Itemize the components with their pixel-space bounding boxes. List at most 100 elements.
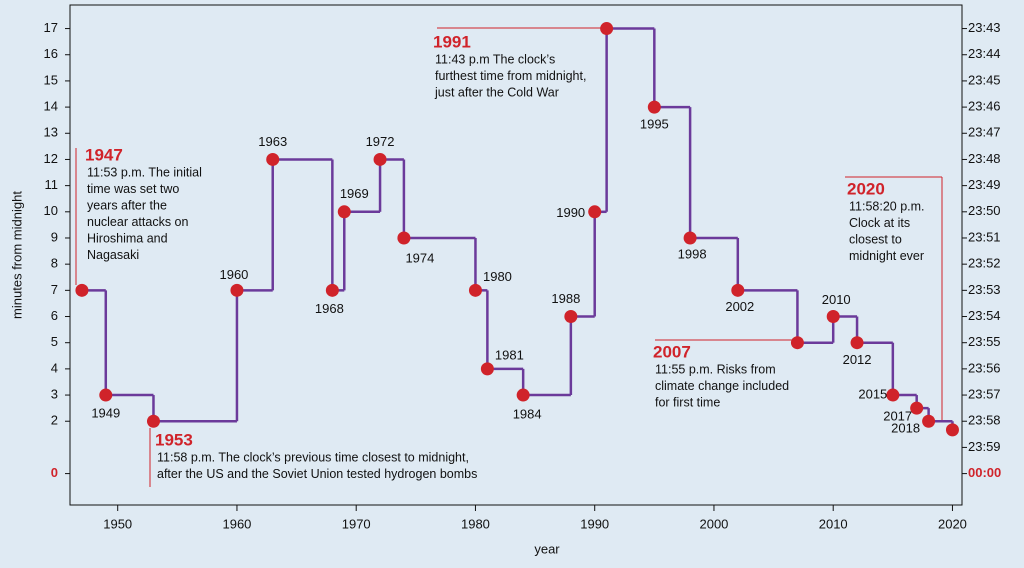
y2-tick-label: 23:56 bbox=[968, 360, 1001, 375]
y2-tick-label: 23:59 bbox=[968, 439, 1001, 454]
annotation-text: 11:58:20 p.m. bbox=[849, 199, 925, 213]
point-year-label: 1968 bbox=[315, 301, 344, 316]
y-tick-label: 8 bbox=[51, 256, 58, 271]
point-year-label: 1963 bbox=[258, 134, 287, 149]
annotation-text: after the US and the Soviet Union tested… bbox=[157, 467, 477, 481]
x-tick-label: 2010 bbox=[819, 516, 848, 531]
y-tick-label: 6 bbox=[51, 308, 58, 323]
point-year-label: 1974 bbox=[405, 250, 434, 265]
y-tick-label: 7 bbox=[51, 282, 58, 297]
point bbox=[564, 310, 578, 324]
point bbox=[516, 388, 530, 402]
plot-frame bbox=[69, 4, 963, 506]
point bbox=[397, 231, 411, 245]
annotation-text: 11:58 p.m. The clock’s previous time clo… bbox=[157, 450, 469, 464]
point-year-label: 1998 bbox=[678, 246, 707, 261]
point bbox=[922, 414, 936, 428]
point bbox=[850, 336, 864, 350]
y2-tick-label: 23:57 bbox=[968, 386, 1001, 401]
y2-tick-label: 23:50 bbox=[968, 203, 1001, 218]
point-year-label: 1949 bbox=[91, 405, 120, 420]
y2-tick-label: 23:45 bbox=[968, 72, 1001, 87]
y2-tick-label: 23:55 bbox=[968, 334, 1001, 349]
x-tick-label: 1950 bbox=[103, 516, 132, 531]
y2-tick-label: 23:54 bbox=[968, 308, 1001, 323]
annotation-text: 11:43 p.m The clock’s bbox=[435, 52, 555, 66]
point bbox=[647, 100, 661, 114]
annotation-title: 1953 bbox=[155, 430, 193, 449]
y-tick-label: 5 bbox=[51, 334, 58, 349]
y-tick-label: 0 bbox=[51, 465, 58, 480]
y-tick-label: 14 bbox=[44, 99, 58, 114]
point-year-label: 2012 bbox=[843, 352, 872, 367]
point bbox=[588, 205, 602, 219]
point bbox=[230, 283, 244, 297]
point bbox=[945, 423, 959, 437]
y2-tick-label: 23:47 bbox=[968, 125, 1001, 140]
point-year-label: 1981 bbox=[495, 347, 524, 362]
annotation-text: 11:53 p.m. The initial bbox=[87, 165, 202, 179]
point bbox=[337, 205, 351, 219]
point-year-label: 1984 bbox=[513, 406, 542, 421]
point-year-label: 1969 bbox=[340, 186, 369, 201]
y-tick-label: 3 bbox=[51, 386, 58, 401]
annotation-text: just after the Cold War bbox=[434, 85, 559, 99]
annotation-text: 11:55 p.m. Risks from bbox=[655, 362, 776, 376]
point-year-label: 2015 bbox=[858, 386, 887, 401]
point bbox=[75, 283, 89, 297]
annotation-text: years after the bbox=[87, 198, 167, 212]
point-year-label: 1995 bbox=[640, 117, 669, 132]
x-tick-label: 1960 bbox=[222, 516, 251, 531]
y2-tick-label: 23:46 bbox=[968, 99, 1001, 114]
point bbox=[731, 283, 745, 297]
annotation-text: Hiroshima and bbox=[87, 231, 168, 245]
point bbox=[146, 414, 160, 428]
point bbox=[468, 283, 482, 297]
point bbox=[266, 152, 280, 166]
y2-tick-label: 23:49 bbox=[968, 177, 1001, 192]
point-year-label: 2010 bbox=[822, 292, 851, 307]
point bbox=[886, 388, 900, 402]
y-tick-label: 2 bbox=[51, 413, 58, 428]
y-tick-label: 9 bbox=[51, 229, 58, 244]
y-tick-label: 13 bbox=[44, 125, 58, 140]
x-tick-label: 2000 bbox=[699, 516, 728, 531]
point bbox=[373, 152, 387, 166]
point bbox=[480, 362, 494, 376]
x-tick-label: 2020 bbox=[938, 516, 967, 531]
point-year-label: 1988 bbox=[551, 291, 580, 306]
y2-tick-label: 00:00 bbox=[968, 465, 1001, 480]
y-tick-label: 15 bbox=[44, 72, 58, 87]
point-year-label: 2002 bbox=[725, 299, 754, 314]
point bbox=[99, 388, 113, 402]
y2-tick-label: 23:51 bbox=[968, 229, 1001, 244]
annotation-text: climate change included bbox=[655, 379, 789, 393]
y-tick-label: 17 bbox=[44, 20, 58, 35]
annotation-text: time was set two bbox=[87, 182, 179, 196]
annotation-text: closest to bbox=[849, 232, 902, 246]
annotation-text: midnight ever bbox=[849, 249, 924, 263]
x-axis-label: year bbox=[534, 541, 560, 556]
annotation-text: Clock at its bbox=[849, 216, 910, 230]
point-year-label: 2017 bbox=[883, 409, 912, 424]
annotation-title: 2007 bbox=[653, 342, 691, 361]
point-year-label: 1972 bbox=[366, 134, 395, 149]
y2-tick-label: 23:43 bbox=[968, 20, 1001, 35]
point bbox=[325, 283, 339, 297]
y-tick-label: 16 bbox=[44, 46, 58, 61]
annotation-title: 1991 bbox=[433, 32, 471, 51]
annotation-text: for first time bbox=[655, 395, 720, 409]
y-tick-label: 11 bbox=[45, 177, 59, 192]
point bbox=[910, 401, 924, 415]
y-tick-label: 12 bbox=[44, 151, 58, 166]
point bbox=[600, 22, 614, 36]
x-tick-label: 1980 bbox=[461, 516, 490, 531]
point bbox=[826, 310, 840, 324]
point-year-label: 1990 bbox=[556, 205, 585, 220]
point-year-label: 1980 bbox=[483, 269, 512, 284]
point-year-label: 2018 bbox=[891, 421, 920, 436]
point-year-label: 1960 bbox=[219, 267, 248, 282]
y2-tick-label: 23:48 bbox=[968, 151, 1001, 166]
y2-tick-label: 23:53 bbox=[968, 282, 1001, 297]
